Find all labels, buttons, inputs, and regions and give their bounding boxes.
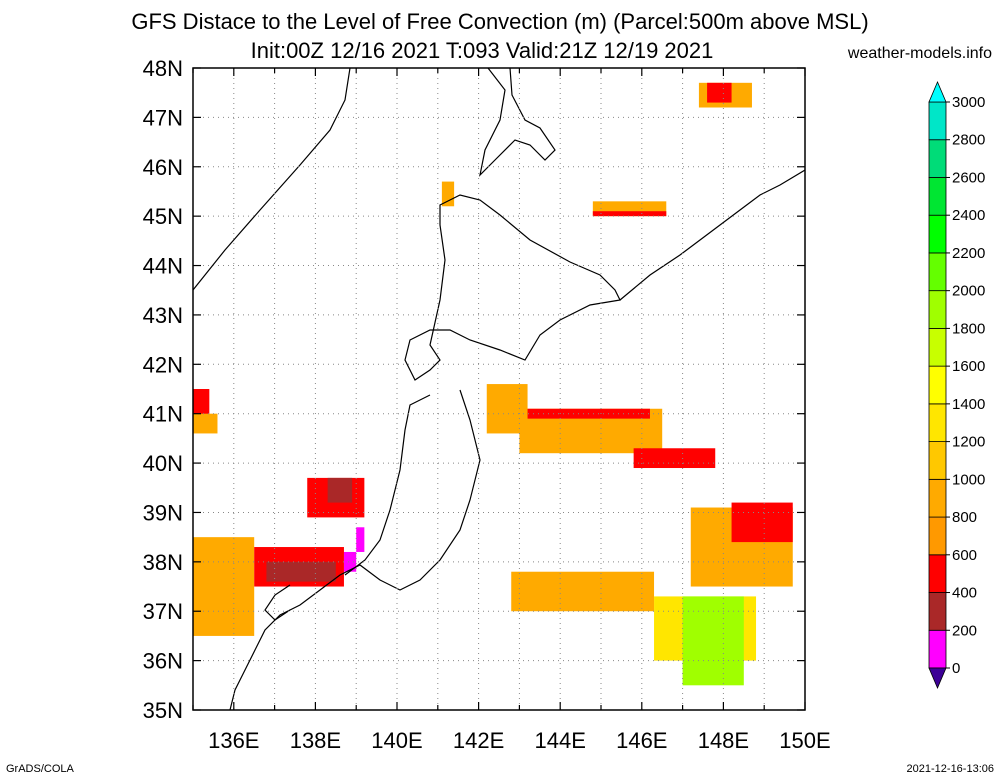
site-label: weather-models.info (847, 45, 992, 62)
pacific-south-green-cell (682, 596, 744, 686)
y-tick-label: 43N (143, 303, 183, 328)
x-tick-label: 150E (779, 728, 830, 753)
colorbar-swatch (928, 554, 947, 593)
sakhalin-coast (479, 68, 556, 177)
japan-sea-mid-brown-cell (327, 477, 353, 503)
y-tick-label: 45N (143, 204, 183, 229)
colorbar-label: 2800 (952, 132, 985, 149)
colorbar-label: 400 (952, 585, 977, 602)
y-tick-label: 37N (143, 599, 183, 624)
x-tick-label: 142E (453, 728, 504, 753)
mainland-asia-coast (193, 68, 351, 291)
graticule (193, 68, 805, 710)
colorbar-swatch (928, 290, 947, 329)
y-tick-label: 38N (143, 550, 183, 575)
colorbar-label: 0 (952, 660, 960, 677)
magenta-spot-cell (356, 527, 365, 552)
y-tick-label: 46N (143, 155, 183, 180)
noto-sado-orange-cell (193, 537, 255, 636)
colorbar-swatch (928, 441, 947, 480)
x-tick-label: 140E (371, 728, 422, 753)
colorbar-swatch (928, 252, 947, 292)
honshu-sea-coast (344, 394, 431, 576)
plot-frame (192, 67, 806, 711)
sakhalin-east-red-cell (707, 82, 732, 103)
y-tick-label: 44N (143, 254, 183, 279)
honshu-north-coast (229, 389, 481, 710)
colorbar-label: 1800 (952, 320, 985, 337)
sado-brown-cell (266, 561, 336, 582)
coastlines (193, 68, 805, 710)
y-tick-label: 41N (143, 402, 183, 427)
magenta-spot-cell (343, 551, 357, 572)
colorbar-swatch (928, 403, 947, 443)
y-tick-label: 35N (143, 698, 183, 723)
colorbar-swatch (928, 177, 947, 216)
colorbar: 0 200 400 600 800 1000 1200 1400 1600 1800 2000 220… (928, 80, 985, 690)
colorbar-label: 1400 (952, 396, 985, 413)
pacific-north-red-cell (633, 448, 716, 469)
y-tick-label: 47N (143, 105, 183, 130)
kurile-red-cell (592, 211, 667, 217)
hokkaido-coast (404, 194, 621, 381)
map-subtitle: Init:00Z 12/16 2021 T:093 Valid:21Z 12/1… (250, 38, 714, 63)
colorbar-swatch (928, 629, 947, 669)
colorbar-swatch (928, 365, 947, 405)
map-title: GFS Distace to the Level of Free Convect… (131, 9, 869, 34)
noto-coast (264, 584, 291, 621)
y-tick-label: 48N (143, 56, 183, 81)
colorbar-min-triangle (928, 667, 947, 690)
axis-ticks (192, 67, 806, 711)
x-tick-label: 144E (535, 728, 586, 753)
lfc-field (193, 82, 793, 686)
colorbar-label: 2400 (952, 207, 985, 224)
colorbar-label: 2600 (952, 169, 985, 186)
colorbar-max-triangle (928, 80, 947, 103)
colorbar-swatch (928, 327, 947, 367)
kurile-coast (619, 169, 805, 301)
pacific-south-orange-cell (511, 571, 655, 612)
y-tick-label: 40N (143, 451, 183, 476)
x-tick-label: 136E (208, 728, 259, 753)
colorbar-label: 800 (952, 509, 977, 526)
colorbar-swatch (928, 516, 947, 556)
x-tick-label: 148E (698, 728, 749, 753)
footer-software: GrADS/COLA (6, 763, 74, 775)
colorbar-label: 600 (952, 547, 977, 564)
y-tick-label: 39N (143, 500, 183, 525)
pacific-east-red-cell (731, 502, 793, 543)
colorbar-swatch (928, 139, 947, 178)
y-tick-label: 42N (143, 352, 183, 377)
colorbar-label: 2200 (952, 245, 985, 262)
colorbar-label: 1600 (952, 358, 985, 375)
footer-timestamp: 2021-12-16-13:06 (906, 763, 994, 775)
colorbar-swatch (928, 478, 947, 518)
colorbar-label: 200 (952, 622, 977, 639)
x-tick-label: 146E (616, 728, 667, 753)
colorbar-label: 1000 (952, 471, 985, 488)
colorbar-swatch (928, 101, 947, 141)
colorbar-swatch (928, 592, 947, 631)
x-axis-labels: 136E 138E 140E 142E 144E 146E 148E 150E (208, 728, 831, 753)
colorbar-label: 1200 (952, 434, 985, 451)
x-tick-label: 138E (290, 728, 341, 753)
colorbar-swatch (928, 214, 947, 254)
japan-sea-north-orange-cell (193, 413, 218, 434)
colorbar-label: 3000 (952, 94, 985, 111)
y-axis-labels: 35N 36N 37N 38N 39N 40N 41N 42N 43N 44N 45N 46N 47N 4… (143, 56, 183, 723)
y-tick-label: 36N (143, 649, 183, 674)
colorbar-label: 2000 (952, 283, 985, 300)
